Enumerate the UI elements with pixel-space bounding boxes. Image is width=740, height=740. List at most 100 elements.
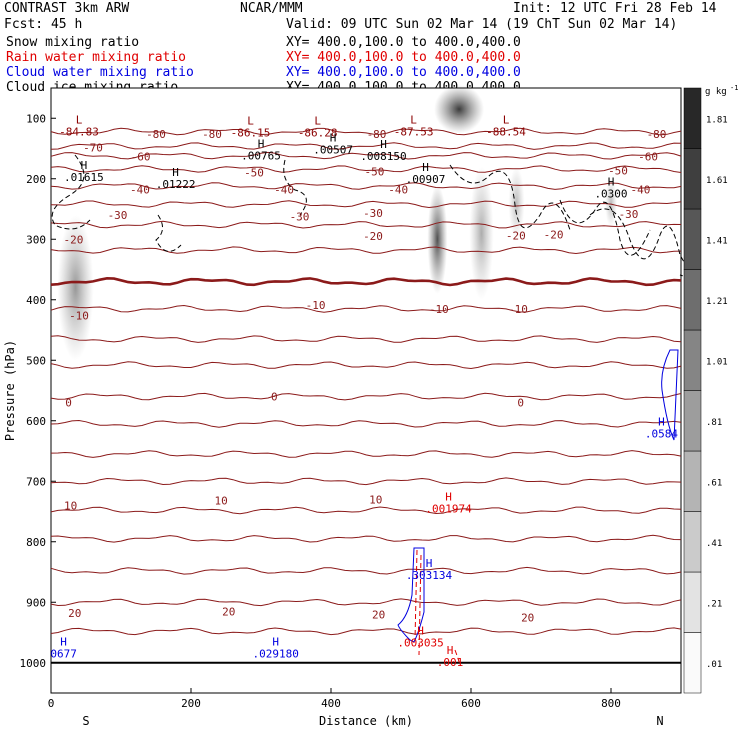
y-tick-label: 100 <box>26 112 46 125</box>
extremum-value-snow: .008150 <box>360 150 406 163</box>
x-tick-label: 200 <box>181 697 201 710</box>
colorbar-label: 1.21 <box>706 297 728 307</box>
contour-label: -60 <box>638 150 658 163</box>
extremum-symbol-temperature: L <box>247 115 254 128</box>
y-tick-label: 200 <box>26 173 46 186</box>
extremum-value-temperature: -86.15 <box>231 127 271 140</box>
contour-label: -20 <box>506 230 526 243</box>
valid-time: Valid: 09 UTC Sun 02 Mar 14 (19 ChT Sun … <box>286 17 678 32</box>
y-tick-label: 700 <box>26 475 46 488</box>
isotherm--10 <box>50 246 682 255</box>
rain-contour <box>414 549 461 666</box>
contour-label: 10 <box>64 499 77 512</box>
colorbar-bin <box>683 571 702 633</box>
contour-label: -50 <box>244 167 264 180</box>
shaded-region-2 <box>57 215 94 361</box>
colorbar-label: .21 <box>706 599 722 609</box>
extremum-value-cloud_water: .303134 <box>406 569 453 582</box>
extremum-symbol-temperature: L <box>76 113 83 126</box>
extremum-symbol-cloud_water: H <box>426 557 433 570</box>
extremum-value-snow: .00765 <box>241 150 281 163</box>
extremum-value-snow: .0300 <box>594 188 627 201</box>
extremum-value-snow: .00507 <box>313 144 353 157</box>
contour-label: -30 <box>108 209 128 222</box>
extremum-value-snow: .00907 <box>406 173 446 186</box>
isotherm--60 <box>50 151 682 160</box>
isotherm--70 <box>50 142 682 150</box>
contour-label: -30 <box>363 207 383 220</box>
isotherm-0 <box>50 276 682 287</box>
colorbar-label: .01 <box>706 660 722 670</box>
isotherm-90 <box>50 534 682 543</box>
extremum-symbol-snow: H <box>330 132 337 145</box>
shaded-region-4 <box>508 166 525 240</box>
snow-contour-2 <box>283 159 307 216</box>
x-tick-label: 400 <box>321 697 341 710</box>
colorbar-bin <box>683 390 702 452</box>
field-xy-rain: XY= 400.0,100.0 to 400.0,400.0 <box>286 50 521 65</box>
isotherm-30 <box>50 361 682 370</box>
y-tick-label: 300 <box>26 233 46 246</box>
extremum-value-snow: .01222 <box>156 178 196 191</box>
isotherm-80 <box>50 506 682 515</box>
contour-label: -10 <box>429 303 449 316</box>
contour-label: -10 <box>508 303 528 316</box>
contour-label: 0 <box>517 397 524 410</box>
extremum-symbol-temperature: L <box>314 115 321 128</box>
contour-label: 20 <box>521 611 534 624</box>
isotherm-120 <box>50 627 682 636</box>
isotherm--20 <box>50 220 682 229</box>
contour-label: 10 <box>369 493 382 506</box>
north-label: N <box>656 714 663 728</box>
extremum-value-rain: .001974 <box>425 502 472 515</box>
contour-label: -40 <box>274 184 294 197</box>
contour-label: -30 <box>290 210 310 223</box>
colorbar-label: 1.81 <box>706 115 728 125</box>
shaded-region-0 <box>427 184 448 294</box>
cloud-water-contour-north <box>661 349 679 441</box>
center-label: NCAR/MMM <box>240 1 303 16</box>
colorbar-label: 1.61 <box>706 176 728 186</box>
colorbar-bin <box>683 329 702 391</box>
contour-label: 20 <box>222 605 235 618</box>
isotherm-100 <box>50 566 682 575</box>
colorbar-bin <box>683 511 702 573</box>
colorbar-bin <box>683 148 702 210</box>
plot-frame <box>50 87 682 694</box>
contour-label: -80 <box>647 128 667 141</box>
contour-label: -60 <box>131 150 151 163</box>
colorbar-label: 1.41 <box>706 236 728 246</box>
contour-label: 0 <box>65 397 72 410</box>
contour-label: -40 <box>630 184 650 197</box>
colorbar-label: .81 <box>706 418 722 428</box>
contour-label: 20 <box>372 608 385 621</box>
colorbar-bin <box>683 87 702 149</box>
colorbar-label: .61 <box>706 478 722 488</box>
cloud-water-contour <box>397 547 425 643</box>
extremum-symbol-cloud_water: H <box>60 635 67 648</box>
contour-label: -20 <box>63 233 83 246</box>
extremum-symbol-snow: H <box>380 138 387 151</box>
contour-label: -80 <box>202 128 222 141</box>
shaded-region-1 <box>434 84 485 134</box>
isotherm-50 <box>50 419 682 428</box>
field-xy-cloud-water: XY= 400.0,100.0 to 400.0,400.0 <box>286 65 521 80</box>
colorbar-label: 1.01 <box>706 357 728 367</box>
snow-contour-1 <box>155 214 182 252</box>
isotherm-10 <box>50 304 682 313</box>
init-time: Init: 12 UTC Fri 28 Feb 14 <box>513 1 717 16</box>
model-title: CONTRAST 3km ARW <box>4 1 130 16</box>
snow-contour-3 <box>449 164 571 231</box>
extremum-value-temperature: -86.28 <box>298 127 338 140</box>
isotherm-40 <box>50 392 682 401</box>
y-tick-label: 800 <box>26 536 46 549</box>
contour-label: -50 <box>364 165 384 178</box>
y-tick-label: 400 <box>26 294 46 307</box>
contour-label: 0 <box>271 391 278 404</box>
colorbar-bin <box>683 450 702 512</box>
x-tick-label: 0 <box>48 697 55 710</box>
colorbar-unit-exponent: -1 <box>730 84 738 92</box>
contour-label: -40 <box>388 184 408 197</box>
extremum-value-snow: .01615 <box>64 171 104 184</box>
